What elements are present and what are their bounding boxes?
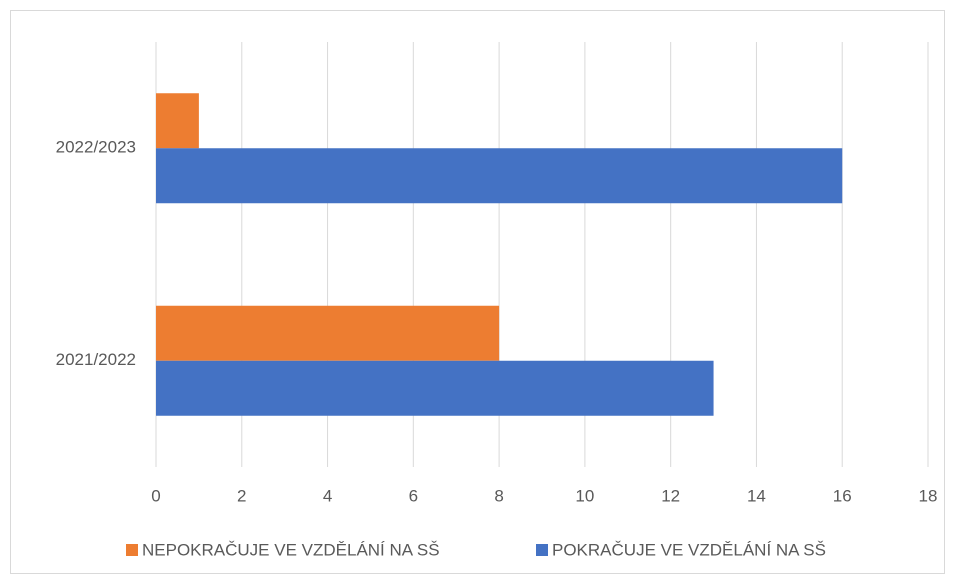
legend-swatch [126,544,138,556]
legend-swatch [536,544,548,556]
bar [156,93,199,149]
x-tick-label: 18 [919,486,938,505]
x-tick-label: 0 [151,486,160,505]
x-tick-label: 8 [494,486,503,505]
bar [156,305,500,361]
x-tick-label: 12 [661,486,680,505]
x-tick-label: 16 [833,486,852,505]
y-tick-label: 2022/2023 [56,138,136,157]
x-tick-label: 4 [323,486,332,505]
x-tick-label: 2 [237,486,246,505]
bar [156,148,843,204]
x-tick-label: 6 [409,486,418,505]
legend-label: NEPOKRAČUJE VE VZDĚLÁNÍ NA SŠ [142,540,440,559]
bar [156,360,714,416]
x-tick-label: 10 [575,486,594,505]
x-tick-label: 14 [747,486,766,505]
legend-label: POKRAČUJE VE VZDĚLÁNÍ NA SŠ [552,540,826,559]
y-tick-label: 2021/2022 [56,350,136,369]
